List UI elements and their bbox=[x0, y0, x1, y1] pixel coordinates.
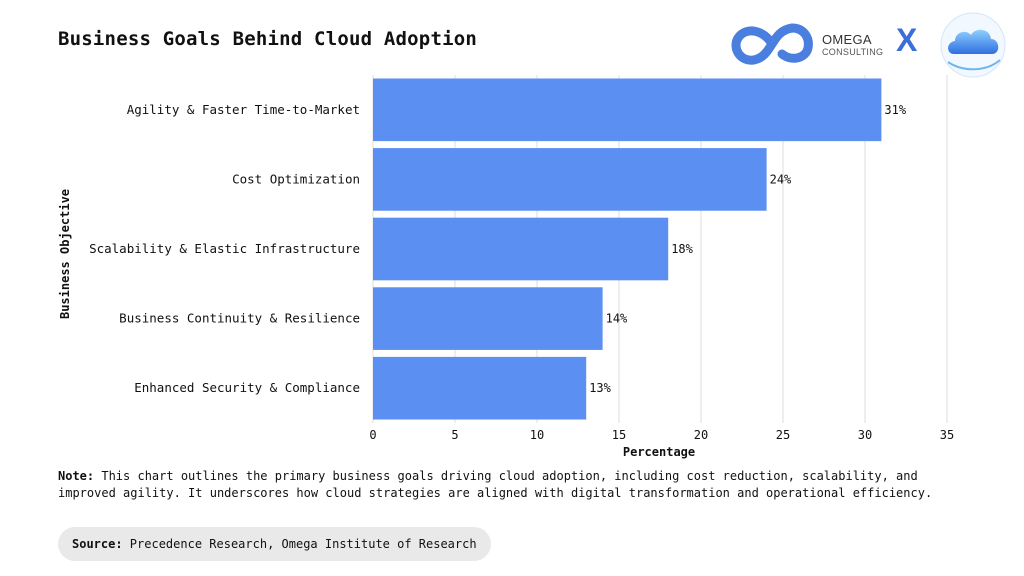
x-tick-label: 15 bbox=[612, 428, 626, 442]
x-tick-label: 25 bbox=[776, 428, 790, 442]
omega-logo-sub: CONSULTING bbox=[822, 47, 884, 57]
x-tick-label: 0 bbox=[369, 428, 376, 442]
x-axis-label: Percentage bbox=[623, 445, 695, 459]
omega-logo-icon bbox=[731, 23, 813, 65]
bar-value-label: 18% bbox=[671, 242, 693, 256]
page-title: Business Goals Behind Cloud Adoption bbox=[58, 28, 478, 50]
bar bbox=[373, 356, 587, 420]
x-tick-label: 10 bbox=[530, 428, 544, 442]
bar bbox=[373, 78, 882, 142]
category-label: Cost Optimization bbox=[232, 171, 360, 186]
source-text: Precedence Research, Omega Institute of … bbox=[122, 537, 477, 551]
cloud-logo-icon bbox=[940, 12, 1006, 78]
chart-note: Note: This chart outlines the primary bu… bbox=[58, 468, 958, 502]
partnership-x: X bbox=[896, 22, 918, 58]
x-tick-label: 35 bbox=[940, 428, 954, 442]
category-label: Business Continuity & Resilience bbox=[119, 311, 360, 326]
bar-chart: 31% 24% 18% 14% 13% Agility & Faster Time-to… bbox=[58, 75, 954, 459]
source-label: Source: bbox=[72, 537, 123, 551]
logo-area: OMEGA CONSULTING X bbox=[724, 8, 1014, 80]
source-badge: Source: Precedence Research, Omega Insti… bbox=[58, 527, 491, 561]
y-axis-label: Business Objective bbox=[58, 189, 72, 319]
bar bbox=[373, 217, 669, 281]
x-tick-label: 30 bbox=[858, 428, 872, 442]
bar-value-label: 24% bbox=[770, 172, 792, 186]
category-label: Enhanced Security & Compliance bbox=[134, 380, 360, 395]
bar bbox=[373, 287, 603, 350]
category-label: Scalability & Elastic Infrastructure bbox=[89, 241, 360, 256]
omega-logo-name: OMEGA bbox=[822, 32, 872, 47]
category-label: Agility & Faster Time-to-Market bbox=[127, 102, 360, 117]
bar-value-label: 31% bbox=[884, 103, 906, 117]
x-tick-label: 5 bbox=[451, 428, 458, 442]
bar-value-label: 14% bbox=[606, 312, 628, 326]
bar bbox=[373, 148, 767, 211]
note-label: Note: bbox=[58, 469, 95, 483]
x-tick-label: 20 bbox=[694, 428, 708, 442]
bar-value-label: 13% bbox=[589, 381, 611, 395]
note-text: This chart outlines the primary business… bbox=[58, 469, 933, 500]
